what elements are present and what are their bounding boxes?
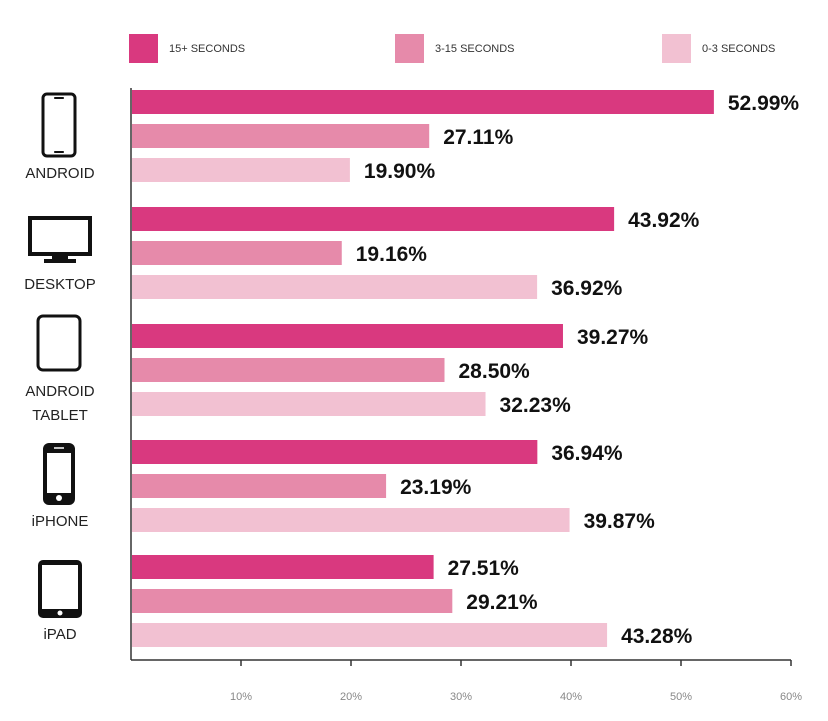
value-label-3-1: 23.19% bbox=[400, 476, 472, 499]
value-label-0-0: 52.99% bbox=[728, 92, 800, 115]
bar-3-1 bbox=[132, 474, 387, 498]
value-label-2-1: 28.50% bbox=[459, 360, 531, 383]
bar-1-2 bbox=[132, 275, 538, 299]
value-label-2-0: 39.27% bbox=[577, 326, 649, 349]
category-label-2-0: ANDROID bbox=[25, 383, 94, 400]
bar-2-1 bbox=[132, 358, 445, 382]
x-tick-label-4: 50% bbox=[670, 691, 692, 703]
bar-1-1 bbox=[132, 241, 342, 265]
value-label-2-2: 32.23% bbox=[500, 394, 572, 417]
value-label-1-1: 19.16% bbox=[356, 243, 428, 266]
category-label-2-1: TABLET bbox=[32, 407, 88, 424]
value-label-1-2: 36.92% bbox=[551, 277, 623, 300]
category-label-3-0: iPHONE bbox=[32, 513, 89, 530]
bar-4-0 bbox=[132, 555, 434, 579]
device-icons bbox=[28, 92, 92, 618]
bar-1-0 bbox=[132, 207, 615, 231]
bar-0-1 bbox=[132, 124, 430, 148]
value-label-4-1: 29.21% bbox=[466, 591, 538, 614]
tablet-icon bbox=[36, 314, 82, 372]
value-label-4-2: 43.28% bbox=[621, 625, 693, 648]
value-label-3-0: 36.94% bbox=[551, 442, 623, 465]
legend-label-1: 3-15 SECONDS bbox=[435, 43, 514, 55]
bar-3-0 bbox=[132, 440, 538, 464]
smartphone-icon bbox=[41, 92, 77, 158]
legend: 15+ SECONDS 3-15 SECONDS 0-3 SECONDS bbox=[129, 34, 775, 63]
axes: 10% 20% 30% 40% 50% 60% bbox=[130, 88, 802, 703]
legend-swatch-1 bbox=[395, 34, 424, 63]
bars bbox=[132, 90, 714, 647]
category-label-0-0: ANDROID bbox=[25, 165, 94, 182]
bar-0-0 bbox=[132, 90, 714, 114]
category-label-4-0: iPAD bbox=[43, 626, 76, 643]
x-tick-label-1: 20% bbox=[340, 691, 362, 703]
value-label-4-0: 27.51% bbox=[448, 557, 520, 580]
iphone-icon bbox=[43, 443, 75, 505]
value-label-0-1: 27.11% bbox=[443, 126, 513, 149]
bar-4-2 bbox=[132, 623, 608, 647]
x-tick-label-3: 40% bbox=[560, 691, 582, 703]
bar-2-0 bbox=[132, 324, 563, 348]
x-tick-label-0: 10% bbox=[230, 691, 252, 703]
value-label-3-2: 39.87% bbox=[584, 510, 656, 533]
value-labels: 52.99% 27.11% 19.90% 43.92% 19.16% 36.92% 39.2… bbox=[356, 92, 800, 648]
x-tick-label-2: 30% bbox=[450, 691, 472, 703]
bar-2-2 bbox=[132, 392, 486, 416]
legend-label-0: 15+ SECONDS bbox=[169, 43, 245, 55]
category-label-1-0: DESKTOP bbox=[24, 276, 95, 293]
value-label-0-2: 19.90% bbox=[364, 160, 436, 183]
value-label-1-0: 43.92% bbox=[628, 209, 700, 232]
ipad-icon bbox=[38, 560, 82, 618]
bar-4-1 bbox=[132, 589, 453, 613]
desktop-monitor-icon bbox=[28, 216, 92, 263]
legend-swatch-2 bbox=[662, 34, 691, 63]
x-tick-label-5: 60% bbox=[780, 691, 802, 703]
category-labels: ANDROID DESKTOP ANDROID TABLET iPHONE iPAD bbox=[24, 165, 95, 643]
bar-3-2 bbox=[132, 508, 570, 532]
bar-0-2 bbox=[132, 158, 350, 182]
legend-swatch-0 bbox=[129, 34, 158, 63]
legend-label-2: 0-3 SECONDS bbox=[702, 43, 775, 55]
